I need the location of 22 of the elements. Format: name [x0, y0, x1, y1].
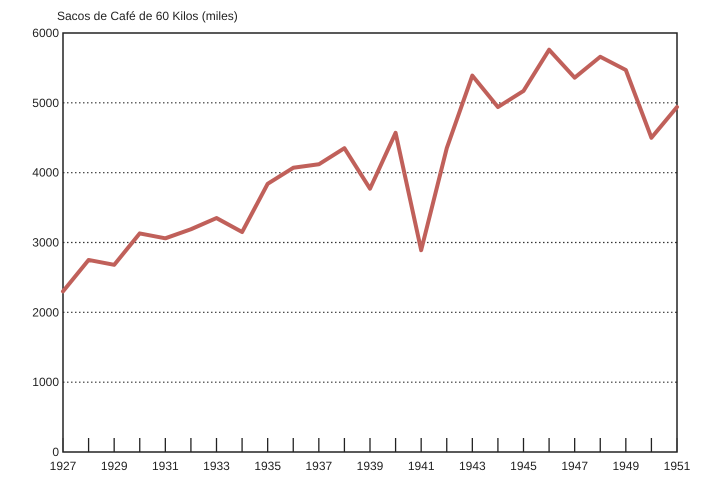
line-series — [61, 48, 679, 294]
x-tick-label: 1933 — [203, 459, 230, 473]
y-tick-label: 1000 — [32, 375, 60, 390]
x-tick-label: 1935 — [254, 459, 282, 473]
y-tick-label: 3000 — [32, 236, 60, 250]
x-tick-label: 1943 — [458, 459, 486, 473]
x-tick-label: 1937 — [305, 459, 333, 473]
y-axis-title: Sacos de Café de 60 Kilos (miles) — [57, 9, 238, 23]
x-tick-label: 1941 — [408, 459, 435, 473]
x-tick-label: 1947 — [561, 459, 588, 473]
y-tick-label: 6000 — [32, 26, 60, 40]
y-tick-label: 5000 — [32, 96, 60, 110]
x-tick-label: 1939 — [356, 459, 384, 473]
x-tick-label: 1927 — [50, 459, 77, 473]
x-tick-label: 1949 — [612, 459, 640, 473]
x-tick-label: 1951 — [664, 459, 691, 473]
y-tick-label: 2000 — [32, 305, 60, 320]
y-tick-label: 4000 — [32, 166, 60, 180]
x-tick-label: 1945 — [510, 459, 538, 473]
y-tick-label: 0 — [52, 445, 60, 459]
x-tick-label: 1929 — [100, 459, 128, 473]
x-tick-label: 1931 — [152, 459, 180, 473]
